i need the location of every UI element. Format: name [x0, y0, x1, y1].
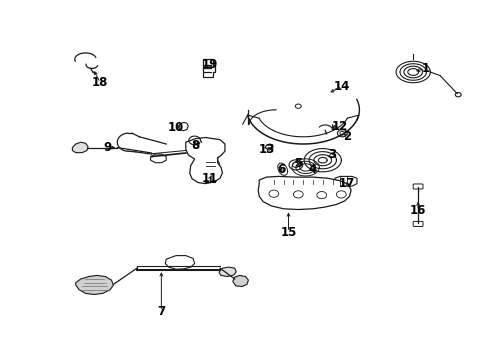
Circle shape: [292, 162, 299, 167]
Text: 5: 5: [294, 157, 302, 170]
Polygon shape: [72, 142, 88, 153]
Text: 15: 15: [280, 226, 296, 239]
Text: 6: 6: [277, 163, 285, 176]
Circle shape: [336, 191, 346, 198]
Text: 14: 14: [333, 80, 350, 93]
FancyBboxPatch shape: [412, 221, 422, 226]
Polygon shape: [258, 176, 350, 210]
Polygon shape: [178, 122, 188, 131]
Circle shape: [268, 190, 278, 197]
Text: 11: 11: [202, 172, 218, 185]
Polygon shape: [203, 150, 219, 161]
Circle shape: [295, 104, 301, 108]
FancyBboxPatch shape: [412, 184, 422, 189]
Polygon shape: [76, 275, 113, 294]
Text: 1: 1: [421, 62, 428, 75]
Circle shape: [288, 160, 302, 170]
Text: 4: 4: [308, 163, 316, 176]
Text: 18: 18: [92, 76, 108, 89]
Text: 16: 16: [409, 204, 426, 217]
Polygon shape: [334, 176, 356, 186]
Text: 8: 8: [191, 139, 199, 152]
Polygon shape: [264, 144, 272, 150]
Text: 17: 17: [338, 177, 355, 190]
Text: 19: 19: [202, 58, 218, 71]
Text: 9: 9: [103, 141, 111, 154]
Polygon shape: [232, 275, 248, 287]
Circle shape: [316, 192, 326, 199]
Polygon shape: [202, 159, 220, 177]
Text: 2: 2: [343, 130, 350, 143]
Polygon shape: [219, 267, 236, 276]
Circle shape: [337, 130, 346, 137]
Circle shape: [280, 167, 285, 171]
Text: 13: 13: [258, 143, 274, 156]
Circle shape: [339, 131, 344, 135]
Circle shape: [293, 191, 303, 198]
Polygon shape: [165, 256, 194, 269]
Circle shape: [454, 93, 460, 97]
Text: 12: 12: [331, 120, 347, 132]
Text: 7: 7: [157, 305, 165, 318]
Text: 10: 10: [167, 121, 184, 134]
Text: 3: 3: [328, 148, 336, 161]
Polygon shape: [150, 154, 166, 163]
Polygon shape: [185, 138, 224, 184]
Polygon shape: [203, 59, 215, 77]
